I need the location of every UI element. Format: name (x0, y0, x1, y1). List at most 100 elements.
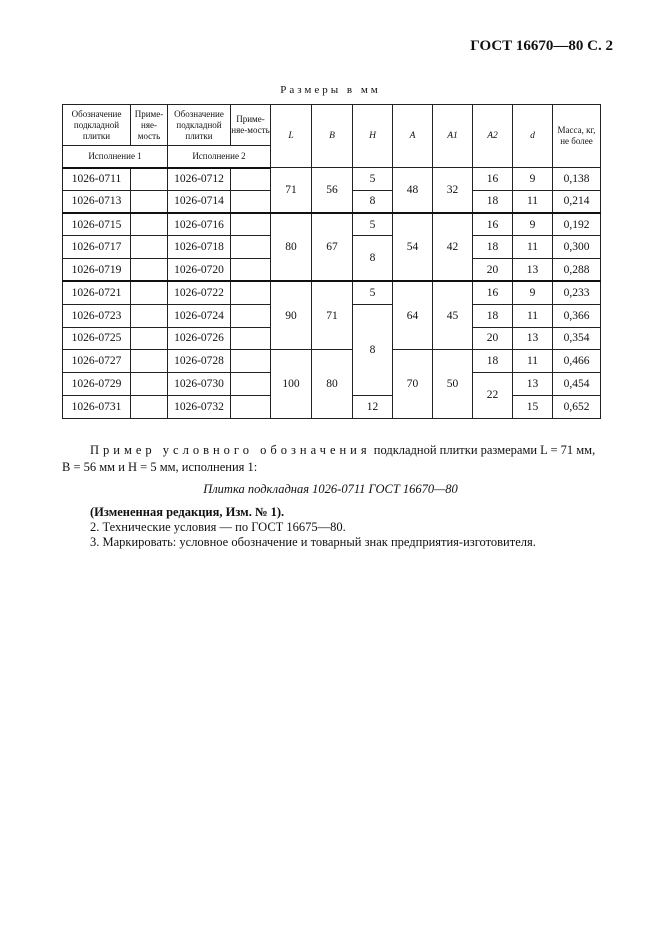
cell-designation-1: 1026-0729 (62, 372, 131, 396)
note-2: 2. Технические условия — по ГОСТ 16675—8… (90, 520, 346, 534)
cell-designation-1: 1026-0717 (62, 235, 131, 260)
cell-B: 67 (311, 212, 353, 282)
subheader-version-1: Исполнение 1 (62, 145, 168, 169)
dimensions-table: Обозначение подкладной плитки Приме-няе-… (62, 104, 601, 419)
cell-mass: 0,300 (552, 235, 601, 260)
table-row: 1026-0729 1026-0730 22 13 0,454 (62, 372, 601, 419)
header-mass: Масса, кг, не более (552, 104, 601, 168)
cell-d: 11 (512, 303, 553, 328)
cell-H: 8 (352, 235, 393, 282)
cell-L: 100 (270, 349, 312, 419)
cell-H: 5 (352, 212, 393, 237)
cell-designation-2: 1026-0732 (167, 394, 231, 419)
cell-designation-2: 1026-0728 (167, 349, 231, 374)
cell-designation-2: 1026-0720 (167, 258, 231, 282)
page-header: ГОСТ 16670—80 С. 2 (470, 38, 613, 54)
cell-A2: 16 (472, 212, 513, 237)
cell-designation-1: 1026-0725 (62, 326, 131, 351)
cell-mass: 0,466 (552, 349, 601, 374)
cell-L: 90 (270, 280, 312, 351)
cell-A: 54 (392, 212, 433, 282)
subheader-version-2: Исполнение 2 (167, 145, 271, 169)
cell-mass: 0,138 (552, 167, 601, 191)
cell-d: 9 (512, 167, 553, 191)
cell-d: 11 (512, 349, 553, 374)
header-B: B (311, 104, 353, 168)
table-row: 1026-0725 1026-0726 20 13 0,354 (62, 326, 601, 351)
cell-B: 71 (311, 280, 353, 351)
header-A: A (392, 104, 433, 168)
table-caption: Размеры в мм (280, 84, 381, 96)
header-H: H (352, 104, 393, 168)
cell-applicability-1 (130, 235, 168, 260)
cell-applicability-1 (130, 280, 168, 305)
cell-d: 11 (512, 189, 553, 214)
cell-applicability-2 (230, 394, 271, 419)
cell-mass: 0,214 (552, 189, 601, 214)
cell-A2: 18 (472, 235, 513, 260)
cell-mass: 0,288 (552, 258, 601, 282)
cell-H: 8 (352, 303, 393, 396)
cell-d: 11 (512, 235, 553, 260)
table-row: 1026-0711 1026-0712 71 56 5 48 32 16 9 0,138 (62, 167, 601, 214)
cell-designation-1: 1026-0727 (62, 349, 131, 374)
cell-designation-2: 1026-0724 (167, 303, 231, 328)
cell-d: 15 (512, 394, 553, 419)
cell-designation-1: 1026-0721 (62, 280, 131, 305)
cell-mass: 0,652 (552, 394, 601, 419)
header-applicability-2: Приме-няе-мость (230, 104, 271, 146)
cell-applicability-2 (230, 349, 271, 374)
cell-L: 71 (270, 167, 312, 214)
note-3: 3. Маркировать: условное обозначение и т… (90, 535, 536, 549)
cell-A1: 50 (432, 349, 473, 419)
cell-applicability-2 (230, 372, 271, 396)
cell-applicability-1 (130, 167, 168, 191)
cell-applicability-1 (130, 189, 168, 214)
header-d: d (512, 104, 553, 168)
cell-applicability-1 (130, 212, 168, 237)
cell-designation-1: 1026-0711 (62, 167, 131, 191)
amendment-note: (Измененная редакция, Изм. № 1). (90, 505, 285, 519)
table-row: 1026-0717 1026-0718 8 18 11 0,300 (62, 235, 601, 282)
cell-applicability-1 (130, 372, 168, 396)
example-text-2: B = 56 мм и H = 5 мм, исполнения 1: (62, 460, 258, 474)
cell-applicability-2 (230, 212, 271, 237)
header-L: L (270, 104, 312, 168)
cell-applicability-2 (230, 303, 271, 328)
table-row: 1026-0727 1026-0728 100 80 70 50 18 11 0,466 (62, 349, 601, 419)
cell-A2: 18 (472, 349, 513, 374)
cell-H: 8 (352, 189, 393, 214)
header-designation-2: Обозначение подкладной плитки (167, 104, 231, 146)
example-designation: Плитка подкладная 1026-0711 ГОСТ 16670—8… (203, 482, 458, 496)
cell-applicability-2 (230, 326, 271, 351)
cell-applicability-2 (230, 167, 271, 191)
cell-applicability-2 (230, 258, 271, 282)
cell-designation-1: 1026-0731 (62, 394, 131, 419)
cell-designation-2: 1026-0712 (167, 167, 231, 191)
table-body: 1026-0711 1026-0712 71 56 5 48 32 16 9 0,138 1026-… (62, 167, 601, 419)
cell-designation-2: 1026-0730 (167, 372, 231, 396)
cell-designation-1: 1026-0713 (62, 189, 131, 214)
cell-B: 80 (311, 349, 353, 419)
table-row: 1026-0723 1026-0724 8 18 11 0,366 (62, 303, 601, 396)
cell-designation-1: 1026-0723 (62, 303, 131, 328)
cell-applicability-1 (130, 326, 168, 351)
cell-applicability-1 (130, 303, 168, 328)
header-A1: A1 (432, 104, 473, 168)
cell-designation-2: 1026-0726 (167, 326, 231, 351)
cell-designation-2: 1026-0714 (167, 189, 231, 214)
example-lead: Пример условного обозначения (90, 443, 371, 457)
cell-A2: 16 (472, 280, 513, 305)
cell-applicability-1 (130, 349, 168, 374)
table-row: 1026-0721 1026-0722 90 71 5 64 45 16 9 0,233 (62, 280, 601, 351)
cell-d: 9 (512, 212, 553, 237)
cell-B: 56 (311, 167, 353, 214)
cell-designation-2: 1026-0718 (167, 235, 231, 260)
cell-applicability-2 (230, 280, 271, 305)
header-A2: A2 (472, 104, 513, 168)
example-text-1: подкладной плитки размерами L = 71 мм, (370, 443, 596, 457)
cell-mass: 0,366 (552, 303, 601, 328)
cell-A2: 20 (472, 326, 513, 351)
cell-applicability-2 (230, 189, 271, 214)
cell-A2: 16 (472, 167, 513, 191)
